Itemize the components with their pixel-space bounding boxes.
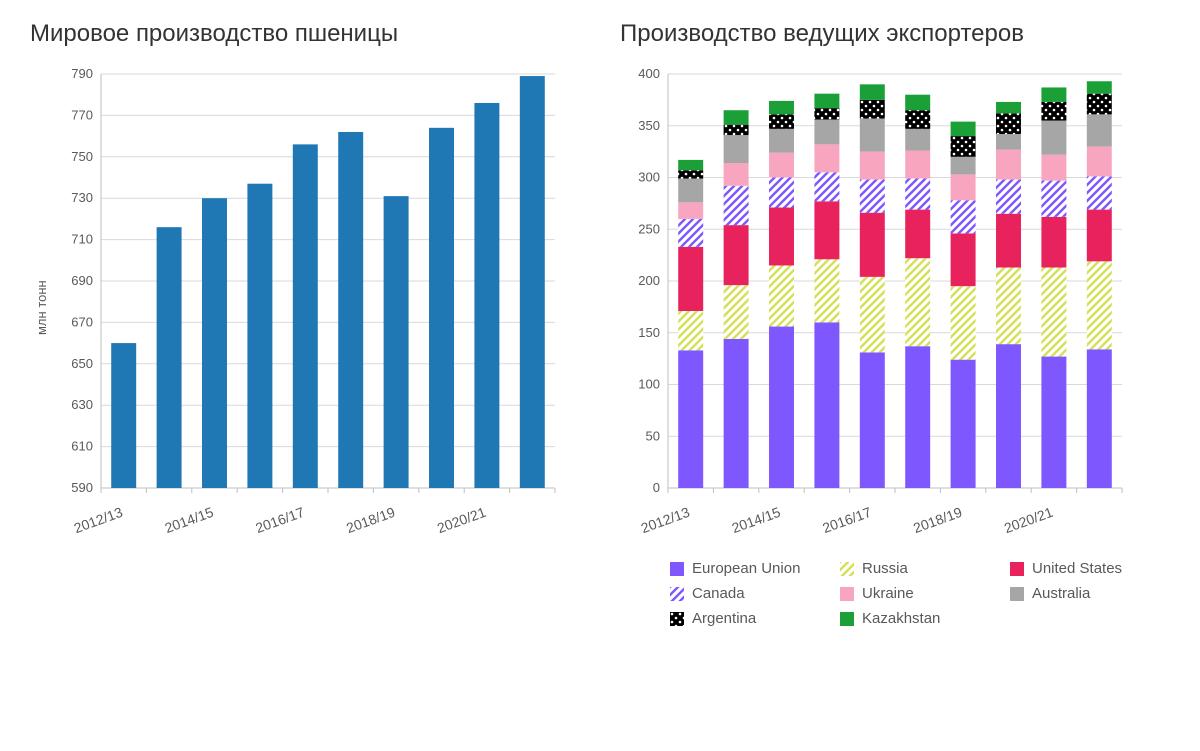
legend-swatch [1010, 587, 1024, 601]
legend-swatch [840, 587, 854, 601]
svg-text:770: 770 [71, 107, 93, 122]
svg-text:730: 730 [71, 190, 93, 205]
stacked-bar-chart-svg: 0 50 100 150 200 250 300 350 400 2012/13 2014/15 20… [620, 68, 1130, 548]
legend-item: Kazakhstan [840, 610, 990, 627]
legend-label: European Union [692, 560, 800, 577]
chart-body-left: млн тонн 590 610 630 650 670 690 710 730 750 770 7… [30, 68, 580, 548]
legend-swatch [670, 562, 684, 576]
svg-text:2012/13: 2012/13 [639, 504, 692, 536]
legend-label: United States [1032, 560, 1122, 577]
svg-text:50: 50 [646, 428, 660, 443]
svg-text:650: 650 [71, 356, 93, 371]
legend-item: Canada [670, 585, 820, 602]
svg-text:790: 790 [71, 68, 93, 81]
svg-text:150: 150 [638, 325, 660, 340]
exporters-panel: Производство ведущих экспортеров 0 50 100 1… [620, 20, 1170, 627]
legend-label: Kazakhstan [862, 610, 940, 627]
plot-left: 590 610 630 650 670 690 710 730 750 770 790 2012/13… [53, 68, 580, 548]
svg-text:250: 250 [638, 221, 660, 236]
svg-text:100: 100 [638, 377, 660, 392]
svg-text:2020/21: 2020/21 [435, 504, 488, 536]
svg-text:670: 670 [71, 314, 93, 329]
svg-text:2018/19: 2018/19 [911, 504, 964, 536]
plot-right: 0 50 100 150 200 250 300 350 400 2012/13 2014/15 20… [620, 68, 1170, 548]
svg-text:590: 590 [71, 480, 93, 495]
svg-text:710: 710 [71, 232, 93, 247]
svg-text:300: 300 [638, 170, 660, 185]
chart-title-left: Мировое производство пшеницы [30, 20, 580, 48]
legend-item: Argentina [670, 610, 820, 627]
legend-item: Ukraine [840, 585, 990, 602]
chart-body-right: 0 50 100 150 200 250 300 350 400 2012/13 2014/15 20… [620, 68, 1170, 548]
svg-text:350: 350 [638, 118, 660, 133]
svg-text:2014/15: 2014/15 [162, 504, 215, 536]
legend-label: Russia [862, 560, 908, 577]
legend-item: United States [1010, 560, 1160, 577]
world-production-panel: Мировое производство пшеницы млн тонн 59… [30, 20, 580, 627]
legend-item: European Union [670, 560, 820, 577]
legend-swatch [840, 562, 854, 576]
svg-text:0: 0 [653, 480, 660, 495]
svg-text:200: 200 [638, 273, 660, 288]
legend: European Union Russia United States Canada U… [620, 548, 1170, 627]
charts-row: Мировое производство пшеницы млн тонн 59… [30, 20, 1170, 627]
legend-swatch [670, 612, 684, 626]
svg-text:2020/21: 2020/21 [1002, 504, 1055, 536]
legend-item: Russia [840, 560, 990, 577]
svg-text:2014/15: 2014/15 [729, 504, 782, 536]
legend-item: Australia [1010, 585, 1160, 602]
svg-text:2016/17: 2016/17 [820, 504, 873, 536]
svg-text:690: 690 [71, 273, 93, 288]
legend-label: Argentina [692, 610, 756, 627]
svg-text:400: 400 [638, 68, 660, 81]
svg-text:610: 610 [71, 439, 93, 454]
legend-swatch [670, 587, 684, 601]
legend-swatch [1010, 562, 1024, 576]
ylabel-left: млн тонн [30, 68, 53, 548]
svg-text:2012/13: 2012/13 [72, 504, 125, 536]
svg-text:2018/19: 2018/19 [344, 504, 397, 536]
svg-text:630: 630 [71, 397, 93, 412]
legend-label: Canada [692, 585, 745, 602]
legend-swatch [840, 612, 854, 626]
svg-text:750: 750 [71, 149, 93, 164]
bar-chart-svg: 590 610 630 650 670 690 710 730 750 770 790 2012/13… [53, 68, 563, 548]
chart-title-right: Производство ведущих экспортеров [620, 20, 1170, 48]
svg-text:2016/17: 2016/17 [253, 504, 306, 536]
legend-label: Australia [1032, 585, 1090, 602]
legend-label: Ukraine [862, 585, 914, 602]
